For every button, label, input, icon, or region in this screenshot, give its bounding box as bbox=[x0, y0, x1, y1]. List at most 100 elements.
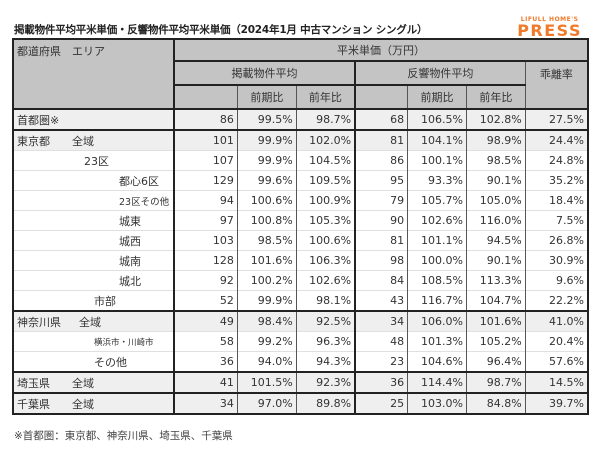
listing-price: 52 bbox=[173, 290, 238, 311]
listing-price: 101 bbox=[173, 130, 238, 151]
listing-price: 34 bbox=[173, 393, 238, 414]
response-qoq: 100.0% bbox=[407, 250, 467, 271]
gap-rate: 30.9% bbox=[525, 250, 589, 271]
listing-price: 129 bbox=[173, 170, 238, 191]
area-label: 城西 bbox=[12, 230, 175, 251]
table-row: 城西 103 98.5% 100.6% 81 101.1% 94.5% 26.8… bbox=[12, 230, 589, 251]
listing-qoq: 100.2% bbox=[237, 270, 297, 291]
header-response-yoy: 前年比 bbox=[466, 85, 526, 109]
listing-price: 103 bbox=[173, 230, 238, 251]
response-qoq: 108.5% bbox=[407, 270, 467, 291]
header-response-avg: 反響物件平均 bbox=[355, 61, 526, 86]
response-yoy: 105.0% bbox=[466, 190, 526, 211]
header-unit-price: 平米単価（万円） bbox=[173, 39, 590, 62]
area-label: その他 bbox=[12, 351, 175, 372]
table-row: 市部 52 99.9% 98.1% 43 116.7% 104.7% 22.2% bbox=[12, 290, 589, 311]
response-qoq: 106.5% bbox=[407, 109, 467, 130]
header-listing-yoy: 前年比 bbox=[296, 85, 357, 109]
response-price: 90 bbox=[355, 210, 409, 231]
response-price: 81 bbox=[355, 230, 409, 251]
response-qoq: 101.3% bbox=[407, 331, 467, 352]
area-label: 都心6区 bbox=[12, 170, 175, 191]
area-label: 城南 bbox=[12, 250, 175, 271]
response-qoq: 102.6% bbox=[407, 210, 467, 231]
response-yoy: 116.0% bbox=[466, 210, 526, 231]
listing-qoq: 98.4% bbox=[237, 311, 297, 332]
listing-qoq: 100.8% bbox=[237, 210, 297, 231]
listing-price: 128 bbox=[173, 250, 238, 271]
table-row: 城北 92 100.2% 102.6% 84 108.5% 113.3% 9.6… bbox=[12, 270, 589, 291]
table-row: 東京都 全域 101 99.9% 102.0% 81 104.1% 98.9% 2… bbox=[12, 130, 589, 151]
table-row: 埼玉県 全域 41 101.5% 92.3% 36 114.4% 98.7% 14… bbox=[12, 372, 589, 393]
listing-price: 92 bbox=[173, 270, 238, 291]
listing-yoy: 100.9% bbox=[296, 190, 357, 211]
response-price: 86 bbox=[355, 150, 409, 171]
listing-yoy: 92.3% bbox=[296, 372, 357, 393]
listing-yoy: 102.6% bbox=[296, 270, 357, 291]
pref-label: 埼玉県 bbox=[17, 376, 50, 390]
area-cell: 首都圏※ bbox=[12, 109, 175, 130]
response-yoy: 84.8% bbox=[466, 393, 526, 414]
area-label: 横浜市・川崎市 bbox=[12, 331, 175, 352]
response-yoy: 96.4% bbox=[466, 351, 526, 372]
listing-price: 58 bbox=[173, 331, 238, 352]
area-label: 全域 bbox=[72, 376, 94, 390]
response-price: 81 bbox=[355, 130, 409, 151]
logo-top-text: LIFULL HOME'S bbox=[520, 16, 579, 23]
listing-qoq: 94.0% bbox=[237, 351, 297, 372]
gap-rate: 27.5% bbox=[525, 109, 589, 130]
listing-yoy: 109.5% bbox=[296, 170, 357, 191]
gap-rate: 24.8% bbox=[525, 150, 589, 171]
listing-price: 86 bbox=[173, 109, 238, 130]
table-title: 掲載物件平均平米単価・反響物件平均平米単価（2024年1月 中古マンション シン… bbox=[14, 24, 428, 36]
response-yoy: 104.7% bbox=[466, 290, 526, 311]
header-listing-avg: 掲載物件平均 bbox=[173, 61, 357, 86]
pref-label: 首都圏※ bbox=[17, 113, 60, 127]
response-price: 48 bbox=[355, 331, 409, 352]
header-gap-rate: 乖離率 bbox=[525, 61, 589, 110]
listing-qoq: 98.5% bbox=[237, 230, 297, 251]
listing-qoq: 99.6% bbox=[237, 170, 297, 191]
response-price: 23 bbox=[355, 351, 409, 372]
listing-yoy: 105.3% bbox=[296, 210, 357, 231]
gap-rate: 24.4% bbox=[525, 130, 589, 151]
gap-rate: 41.0% bbox=[525, 311, 589, 332]
response-qoq: 116.7% bbox=[407, 290, 467, 311]
response-qoq: 105.7% bbox=[407, 190, 467, 211]
gap-rate: 9.6% bbox=[525, 270, 589, 291]
header-pref-area: 都道府県 エリア bbox=[12, 39, 175, 110]
listing-yoy: 100.6% bbox=[296, 230, 357, 251]
listing-qoq: 99.5% bbox=[237, 109, 297, 130]
response-yoy: 90.1% bbox=[466, 170, 526, 191]
listing-qoq: 101.5% bbox=[237, 372, 297, 393]
listing-qoq: 99.9% bbox=[237, 290, 297, 311]
listing-yoy: 94.3% bbox=[296, 351, 357, 372]
table-row: 千葉県 全域 34 97.0% 89.8% 25 103.0% 84.8% 39.… bbox=[12, 393, 589, 414]
response-yoy: 94.5% bbox=[466, 230, 526, 251]
table-row: 城東 97 100.8% 105.3% 90 102.6% 116.0% 7.5… bbox=[12, 210, 589, 231]
listing-yoy: 96.3% bbox=[296, 331, 357, 352]
response-qoq: 114.4% bbox=[407, 372, 467, 393]
response-qoq: 104.6% bbox=[407, 351, 467, 372]
response-yoy: 105.2% bbox=[466, 331, 526, 352]
response-qoq: 101.1% bbox=[407, 230, 467, 251]
response-price: 36 bbox=[355, 372, 409, 393]
logo-main-text: PRESS bbox=[517, 21, 582, 40]
response-price: 68 bbox=[355, 109, 409, 130]
listing-qoq: 101.6% bbox=[237, 250, 297, 271]
area-cell: 東京都 全域 bbox=[12, 130, 175, 151]
area-label: 城北 bbox=[12, 270, 175, 291]
gap-rate: 39.7% bbox=[525, 393, 589, 414]
response-yoy: 90.1% bbox=[466, 250, 526, 271]
pref-label: 神奈川県 bbox=[17, 315, 61, 329]
response-price: 84 bbox=[355, 270, 409, 291]
gap-rate: 7.5% bbox=[525, 210, 589, 231]
listing-price: 36 bbox=[173, 351, 238, 372]
area-label: 23区 bbox=[12, 150, 175, 171]
listing-yoy: 106.3% bbox=[296, 250, 357, 271]
table-row: 神奈川県 全域 49 98.4% 92.5% 34 106.0% 101.6% 4… bbox=[12, 311, 589, 332]
response-qoq: 93.3% bbox=[407, 170, 467, 191]
listing-qoq: 99.9% bbox=[237, 150, 297, 171]
response-yoy: 101.6% bbox=[466, 311, 526, 332]
response-qoq: 106.0% bbox=[407, 311, 467, 332]
